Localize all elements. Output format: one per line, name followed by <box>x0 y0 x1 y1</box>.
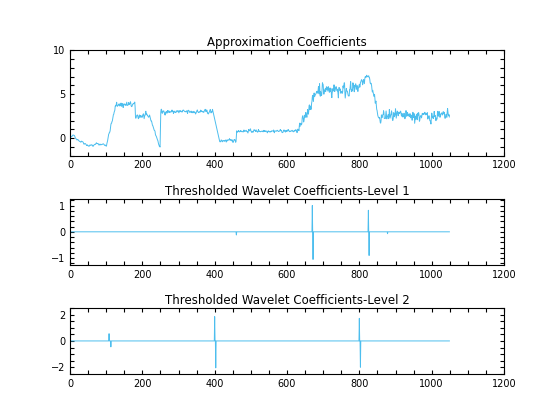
Title: Approximation Coefficients: Approximation Coefficients <box>207 36 367 49</box>
Title: Thresholded Wavelet Coefficients-Level 1: Thresholded Wavelet Coefficients-Level 1 <box>165 185 409 198</box>
Title: Thresholded Wavelet Coefficients-Level 2: Thresholded Wavelet Coefficients-Level 2 <box>165 294 409 307</box>
